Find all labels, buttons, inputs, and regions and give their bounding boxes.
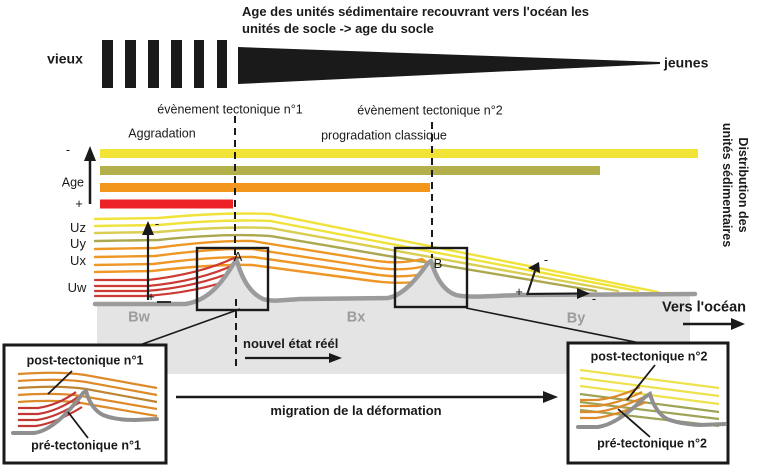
ocean-label: Vers l'océan	[661, 299, 747, 316]
unit-label-uw: Uw	[67, 280, 87, 296]
basement-line	[92, 258, 698, 307]
inset1-basement-line	[11, 387, 159, 435]
age-axis-label: Age	[61, 175, 84, 190]
unit-label-ux: Ux	[70, 253, 86, 269]
inset2-post-pointer	[626, 364, 656, 401]
plot-axis-minus: -	[154, 216, 160, 232]
inset2-basement-line	[576, 390, 727, 429]
inset1-pre-pointer	[67, 411, 89, 439]
bar-unit-ux	[100, 183, 430, 192]
block-bw-label: Bw	[128, 309, 150, 326]
unit-label-uz: Uz	[70, 220, 86, 236]
block-bx-label: Bx	[346, 309, 366, 326]
inset1-pre-label: pré-tectonique n°1	[31, 438, 141, 453]
inset2-post-label: post-tectonique n°2	[590, 349, 708, 364]
inset1-post-label: post-tectonique n°1	[26, 353, 144, 368]
migration-label: migration de la déformation	[270, 403, 442, 419]
age-axis-minus: -	[65, 142, 71, 158]
inset2	[566, 341, 730, 465]
inset2-pre-label: pré-tectonique n°2	[597, 436, 707, 451]
marker-b-label: B	[433, 256, 443, 272]
event1-label: évènement tectonique n°1	[157, 102, 303, 117]
age-gradient-bars	[102, 40, 227, 88]
bar-unit-uy	[100, 166, 600, 175]
new-state-arrow	[245, 353, 342, 363]
aggradation-label: Aggradation	[128, 126, 196, 141]
right-axis-line1: Distribution des	[736, 137, 750, 233]
tilted-axis	[526, 262, 590, 299]
progradation-label: progradation classique	[321, 128, 447, 143]
new-state-label: nouvel état réél	[243, 336, 339, 352]
zoom-box-b	[393, 246, 469, 309]
plot-age-arrow	[142, 221, 171, 303]
right-axis-line2: unités sédimentaires	[719, 122, 734, 248]
right-axis-title: Distribution des unités sédimentaires	[713, 99, 751, 271]
basement-slab	[97, 261, 690, 374]
age-axis-arrow	[84, 146, 96, 204]
event2-label: évènement tectonique n°2	[357, 103, 503, 118]
olive-layer	[93, 233, 598, 293]
migration-arrow	[176, 391, 558, 403]
inset1-post-pointer	[47, 370, 73, 395]
yellow-olive-layer	[93, 226, 620, 293]
gradient-old-label: vieux	[47, 50, 83, 67]
zoom-box-a	[195, 246, 270, 312]
tilted-axis-minus-right: -	[591, 291, 597, 307]
yellow-layers	[93, 212, 660, 294]
age-gradient-triangle	[238, 47, 660, 84]
age-distribution-bars	[100, 149, 698, 209]
bar-unit-uz	[100, 149, 698, 158]
bar-unit-uw	[100, 199, 233, 209]
inset1	[2, 343, 168, 465]
gradient-young-label: jeunes	[664, 54, 709, 71]
inset1-connector	[136, 308, 241, 347]
marker-a-label: A	[233, 249, 243, 265]
age-axis-plus: +	[75, 196, 83, 212]
inset2-connector	[465, 307, 651, 346]
tilted-axis-plus: +	[515, 284, 523, 300]
inset2-pre-pointer	[617, 408, 651, 438]
tilted-axis-minus-up: -	[543, 252, 549, 268]
inset2-orange-layers	[580, 386, 647, 420]
unit-label-uy: Uy	[70, 236, 86, 252]
title-line2: unités de socle -> age du socle	[242, 21, 434, 36]
strata-lines	[93, 212, 660, 298]
title-line1: Age des unités sédimentaire recouvrant v…	[242, 4, 590, 19]
plot-axis-plus: +	[147, 289, 155, 305]
block-by-label: By	[566, 310, 586, 327]
ocean-arrow	[683, 318, 745, 330]
